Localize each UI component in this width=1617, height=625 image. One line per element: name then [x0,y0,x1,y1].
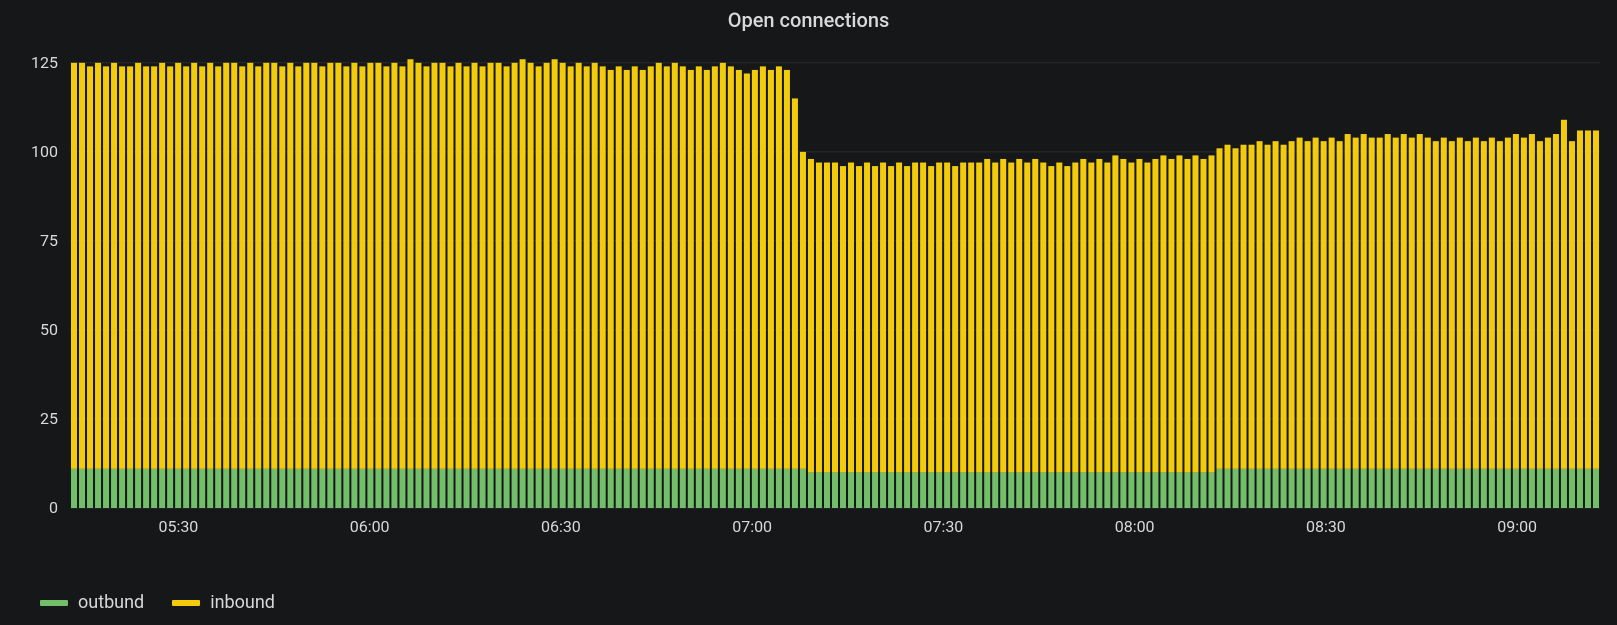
chart-panel: Open connections 0 25 50 75 100 125 05:30 06:00… [0,0,1617,625]
stacked-bar-chart: 0 25 50 75 100 125 05:30 06:00 06:30 07:00 07:30 08… [0,40,1617,565]
legend-label-outbound: outbund [78,592,144,613]
legend-label-inbound: inbound [210,592,275,613]
svg-text:07:00: 07:00 [732,517,772,536]
svg-text:06:30: 06:30 [541,517,581,536]
svg-text:09:00: 09:00 [1497,517,1537,536]
legend-swatch-inbound [172,600,200,606]
svg-text:08:00: 08:00 [1115,517,1155,536]
svg-text:07:30: 07:30 [923,517,963,536]
legend-item-inbound[interactable]: inbound [172,592,275,613]
svg-text:50: 50 [40,320,58,339]
svg-text:125: 125 [31,53,58,72]
svg-text:08:30: 08:30 [1306,517,1346,536]
svg-text:25: 25 [40,409,58,428]
svg-text:75: 75 [40,231,58,250]
legend-swatch-outbound [40,600,68,606]
chart-area[interactable]: 0 25 50 75 100 125 05:30 06:00 06:30 07:00 07:30 08… [0,40,1617,565]
svg-text:05:30: 05:30 [158,517,198,536]
legend: outbund inbound [40,592,275,613]
svg-text:06:00: 06:00 [350,517,390,536]
chart-title: Open connections [0,0,1617,40]
svg-text:0: 0 [49,498,58,517]
svg-text:100: 100 [31,142,58,161]
legend-item-outbound[interactable]: outbund [40,592,144,613]
